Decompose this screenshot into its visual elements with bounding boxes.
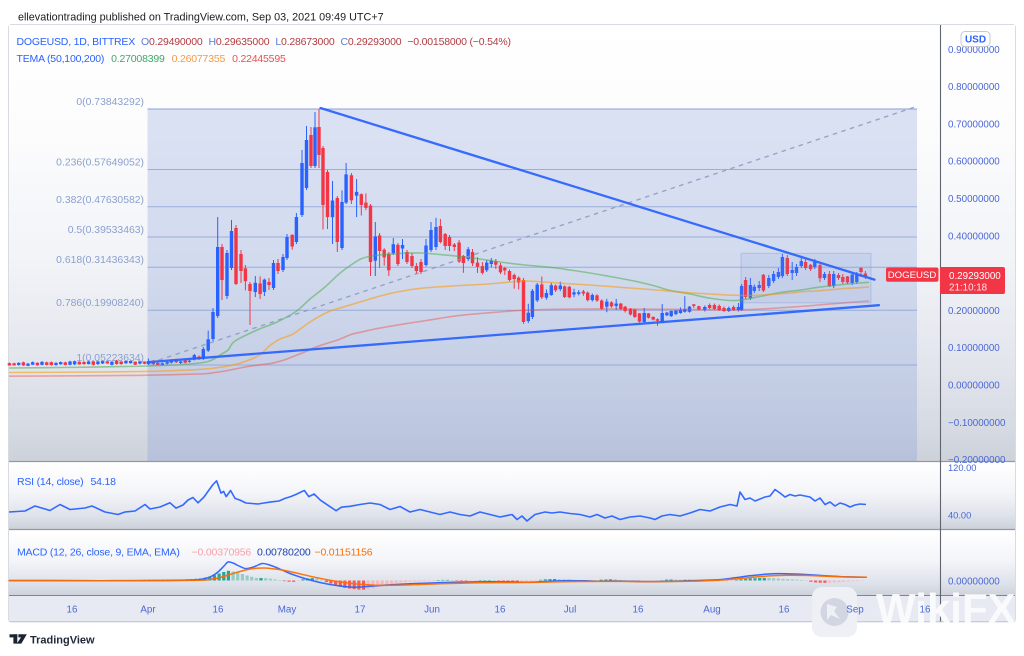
svg-text:RSI (14, close)54.18: RSI (14, close) 54.18 bbox=[17, 476, 116, 488]
svg-text:16: 16 bbox=[67, 605, 78, 616]
svg-text:TradingView: TradingView bbox=[30, 635, 95, 647]
svg-text:0.00000000: 0.00000000 bbox=[948, 381, 1000, 392]
svg-text:16: 16 bbox=[213, 605, 224, 616]
svg-text:0(0.73843292): 0(0.73843292) bbox=[76, 97, 144, 108]
svg-text:0.80000000: 0.80000000 bbox=[948, 82, 1000, 93]
svg-text:ellevationtrading published on: ellevationtrading published on TradingVi… bbox=[18, 12, 384, 24]
svg-text:−0.10000000: −0.10000000 bbox=[948, 418, 1006, 429]
svg-text:0.50000000: 0.50000000 bbox=[948, 194, 1000, 205]
svg-text:USD: USD bbox=[965, 35, 986, 46]
svg-text:0.382(0.47630582): 0.382(0.47630582) bbox=[56, 195, 144, 206]
svg-text:16: 16 bbox=[633, 605, 644, 616]
svg-text:120.00: 120.00 bbox=[948, 463, 976, 473]
svg-text:0.60000000: 0.60000000 bbox=[948, 157, 1000, 168]
svg-text:17: 17 bbox=[355, 605, 366, 616]
svg-text:16: 16 bbox=[920, 605, 931, 616]
svg-text:Sep: Sep bbox=[846, 605, 864, 616]
svg-text:MACD (12, 26, close, 9, EMA, E: MACD (12, 26, close, 9, EMA, EMA) −0.0037… bbox=[17, 547, 373, 559]
svg-text:0.00000000: 0.00000000 bbox=[948, 577, 1000, 588]
svg-text:Jun: Jun bbox=[424, 605, 440, 616]
svg-text:DOGEUSD: DOGEUSD bbox=[888, 270, 937, 281]
svg-text:0.5(0.39533463): 0.5(0.39533463) bbox=[68, 225, 144, 236]
svg-text:0.90000000: 0.90000000 bbox=[948, 45, 1000, 56]
svg-text:Apr: Apr bbox=[140, 605, 156, 616]
svg-text:0.20000000: 0.20000000 bbox=[948, 306, 1000, 317]
svg-text:21:10:18: 21:10:18 bbox=[949, 282, 988, 293]
svg-text:0.236(0.57649052): 0.236(0.57649052) bbox=[56, 158, 144, 169]
svg-text:40.00: 40.00 bbox=[948, 511, 971, 521]
svg-text:Jul: Jul bbox=[564, 605, 577, 616]
svg-text:0.29293000: 0.29293000 bbox=[949, 271, 1001, 282]
svg-text:0.10000000: 0.10000000 bbox=[948, 343, 1000, 354]
svg-text:0.786(0.19908240): 0.786(0.19908240) bbox=[56, 298, 144, 309]
svg-text:16: 16 bbox=[495, 605, 506, 616]
svg-text:0.618(0.31436343): 0.618(0.31436343) bbox=[56, 255, 144, 266]
svg-text:0.40000000: 0.40000000 bbox=[948, 231, 1000, 242]
svg-text:−0.20000000: −0.20000000 bbox=[948, 455, 1006, 466]
svg-text:16: 16 bbox=[779, 605, 790, 616]
svg-text:Aug: Aug bbox=[703, 605, 720, 616]
svg-text:1(0.05223634): 1(0.05223634) bbox=[76, 353, 144, 364]
svg-text:May: May bbox=[278, 605, 297, 616]
svg-text:WikiFX: WikiFX bbox=[876, 585, 1016, 632]
svg-text:0.70000000: 0.70000000 bbox=[948, 119, 1000, 130]
